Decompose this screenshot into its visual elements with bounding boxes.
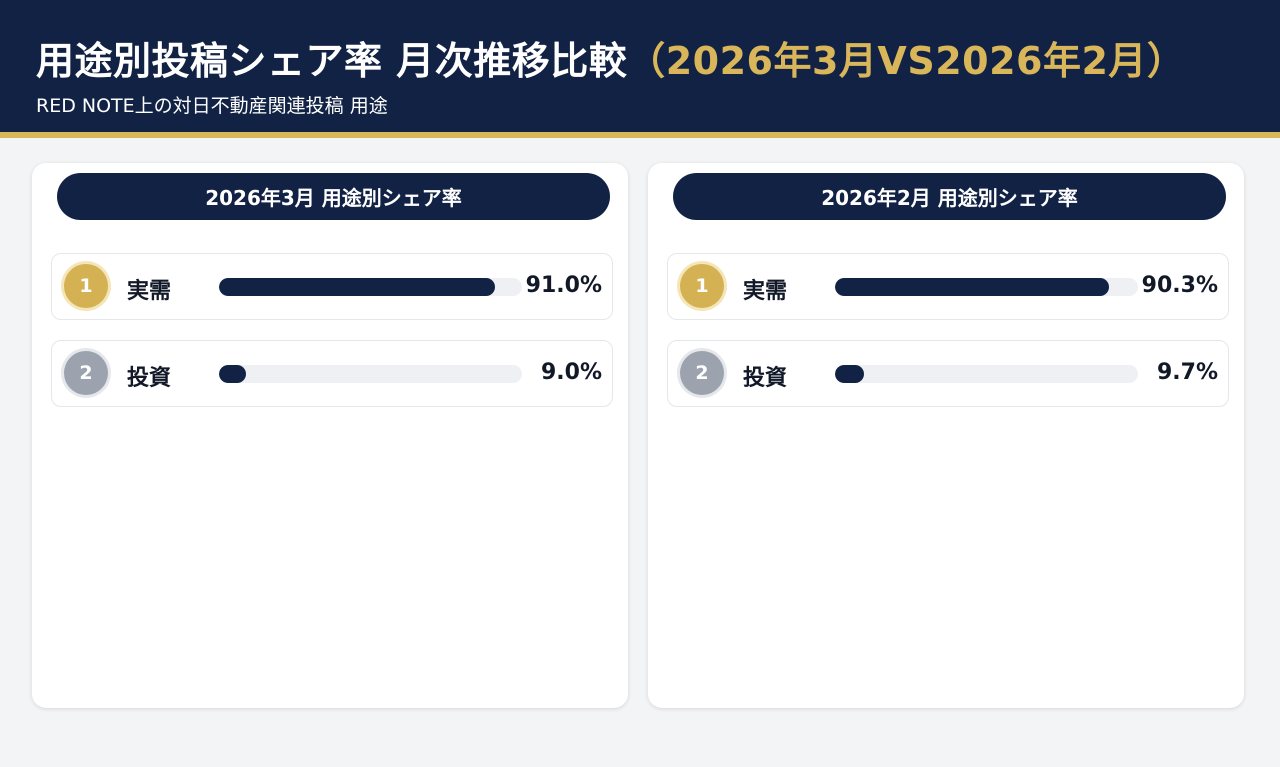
chart-panel-february: 2026年2月 用途別シェア率 1 実需 90.3% 2 投資 9.7% xyxy=(648,163,1244,708)
category-label: 実需 xyxy=(127,279,172,304)
chart-panel-march: 2026年3月 用途別シェア率 1 実需 91.0% 2 投資 9.0% xyxy=(32,163,628,708)
bar-row: 2 投資 9.7% xyxy=(667,340,1229,407)
data-label: 90.3% xyxy=(1141,273,1218,298)
title-period: （2026年3月VS2026年2月） xyxy=(627,39,1186,83)
data-label: 91.0% xyxy=(525,273,602,298)
page-subtitle: RED NOTE上の対日不動産関連投稿 用途 xyxy=(36,95,388,117)
rank-badge: 1 xyxy=(64,264,108,308)
data-label: 9.0% xyxy=(540,360,602,385)
bar xyxy=(835,278,1109,296)
bar xyxy=(219,278,495,296)
rank-badge: 2 xyxy=(64,351,108,395)
category-label: 投資 xyxy=(743,366,788,391)
panel-title: 2026年2月 用途別シェア率 xyxy=(673,173,1226,220)
panel-title: 2026年3月 用途別シェア率 xyxy=(57,173,610,220)
bar-track xyxy=(835,365,1138,383)
bar-row: 1 実需 91.0% xyxy=(51,253,613,320)
bar xyxy=(219,365,247,383)
bar-track xyxy=(219,365,522,383)
rank-badge: 1 xyxy=(680,264,724,308)
category-label: 実需 xyxy=(743,279,788,304)
page-title: 用途別投稿シェア率 月次推移比較（2026年3月VS2026年2月） xyxy=(36,30,1185,85)
header-divider xyxy=(0,132,1280,138)
category-label: 投資 xyxy=(127,366,172,391)
bar-row: 1 実需 90.3% xyxy=(667,253,1229,320)
title-main: 用途別投稿シェア率 月次推移比較 xyxy=(36,39,628,83)
header-banner: 用途別投稿シェア率 月次推移比較（2026年3月VS2026年2月） RED N… xyxy=(0,0,1280,132)
bar-track xyxy=(219,278,522,296)
data-label: 9.7% xyxy=(1156,360,1218,385)
bar-row: 2 投資 9.0% xyxy=(51,340,613,407)
rank-badge: 2 xyxy=(680,351,724,395)
bar xyxy=(835,365,865,383)
bar-track xyxy=(835,278,1138,296)
